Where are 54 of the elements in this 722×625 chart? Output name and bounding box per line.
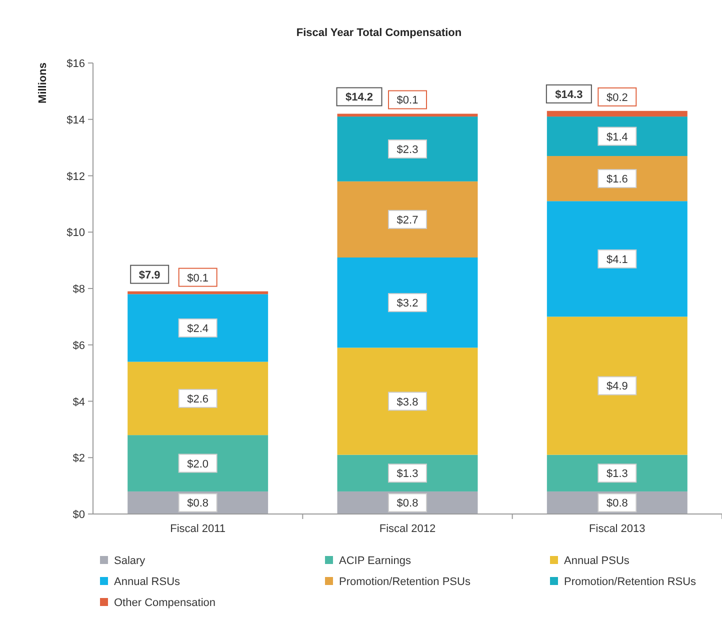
bar [337,348,478,455]
legend-label: Other Compensation [114,597,216,609]
data-label: $0.1 [396,94,418,107]
y-tick-label: $16 [66,58,85,70]
data-label: $1.6 [606,174,628,186]
legend-label: Promotion/Retention RSUs [564,576,697,588]
y-tick-label: $0 [72,509,85,521]
data-label: $2.4 [187,322,209,335]
bar [337,116,478,182]
data-label: $3.8 [396,396,418,408]
data-label: $1.3 [606,468,628,480]
data-label: $0.8 [606,498,628,510]
data-label: $1.3 [396,468,418,480]
bar [337,181,478,258]
data-label: $0.8 [187,498,209,510]
data-label: $0.1 [187,272,209,284]
bar [546,316,688,455]
x-tick-label: Fiscal 2012 [379,523,436,535]
data-label: $4.1 [606,254,628,266]
y-tick-label: $14 [66,114,85,126]
legend-label: Annual RSUs [114,576,181,588]
y-tick-label: $4 [72,396,85,408]
y-tick-label: $12 [66,170,85,183]
data-label: $2.7 [396,214,418,226]
legend-label: ACIP Earnings [339,555,412,567]
legend-label: Promotion/Retention PSUs [339,576,471,588]
y-tick-label: $6 [72,340,85,352]
data-label: $4.9 [606,380,628,393]
total-label: $7.9 [138,269,160,282]
bar [128,435,268,492]
data-label: $0.2 [606,92,628,104]
data-label: $1.4 [606,131,628,144]
data-label: $2.3 [396,144,418,156]
bar [128,294,268,362]
data-label: $3.2 [396,298,418,310]
bar [337,257,478,348]
data-label: $2.0 [187,458,209,470]
legend-label: Annual PSUs [564,555,630,567]
data-label: $0.8 [396,498,418,510]
legend-label: Salary [114,555,146,567]
bar [128,362,268,436]
y-tick-label: $2 [72,452,85,465]
bar [546,110,688,117]
total-label: $14.2 [345,92,374,104]
x-tick-label: Fiscal 2013 [589,523,646,535]
y-axis-title: Millions [37,62,49,104]
chart-title: Fiscal Year Total Compensation [296,27,462,39]
bar [546,201,688,317]
total-label: $14.3 [555,88,583,101]
bar [337,114,478,117]
y-tick-label: $10 [66,227,85,240]
data-label: $2.6 [187,393,209,406]
y-tick-label: $8 [72,284,85,296]
x-tick-label: Fiscal 2011 [170,523,226,535]
